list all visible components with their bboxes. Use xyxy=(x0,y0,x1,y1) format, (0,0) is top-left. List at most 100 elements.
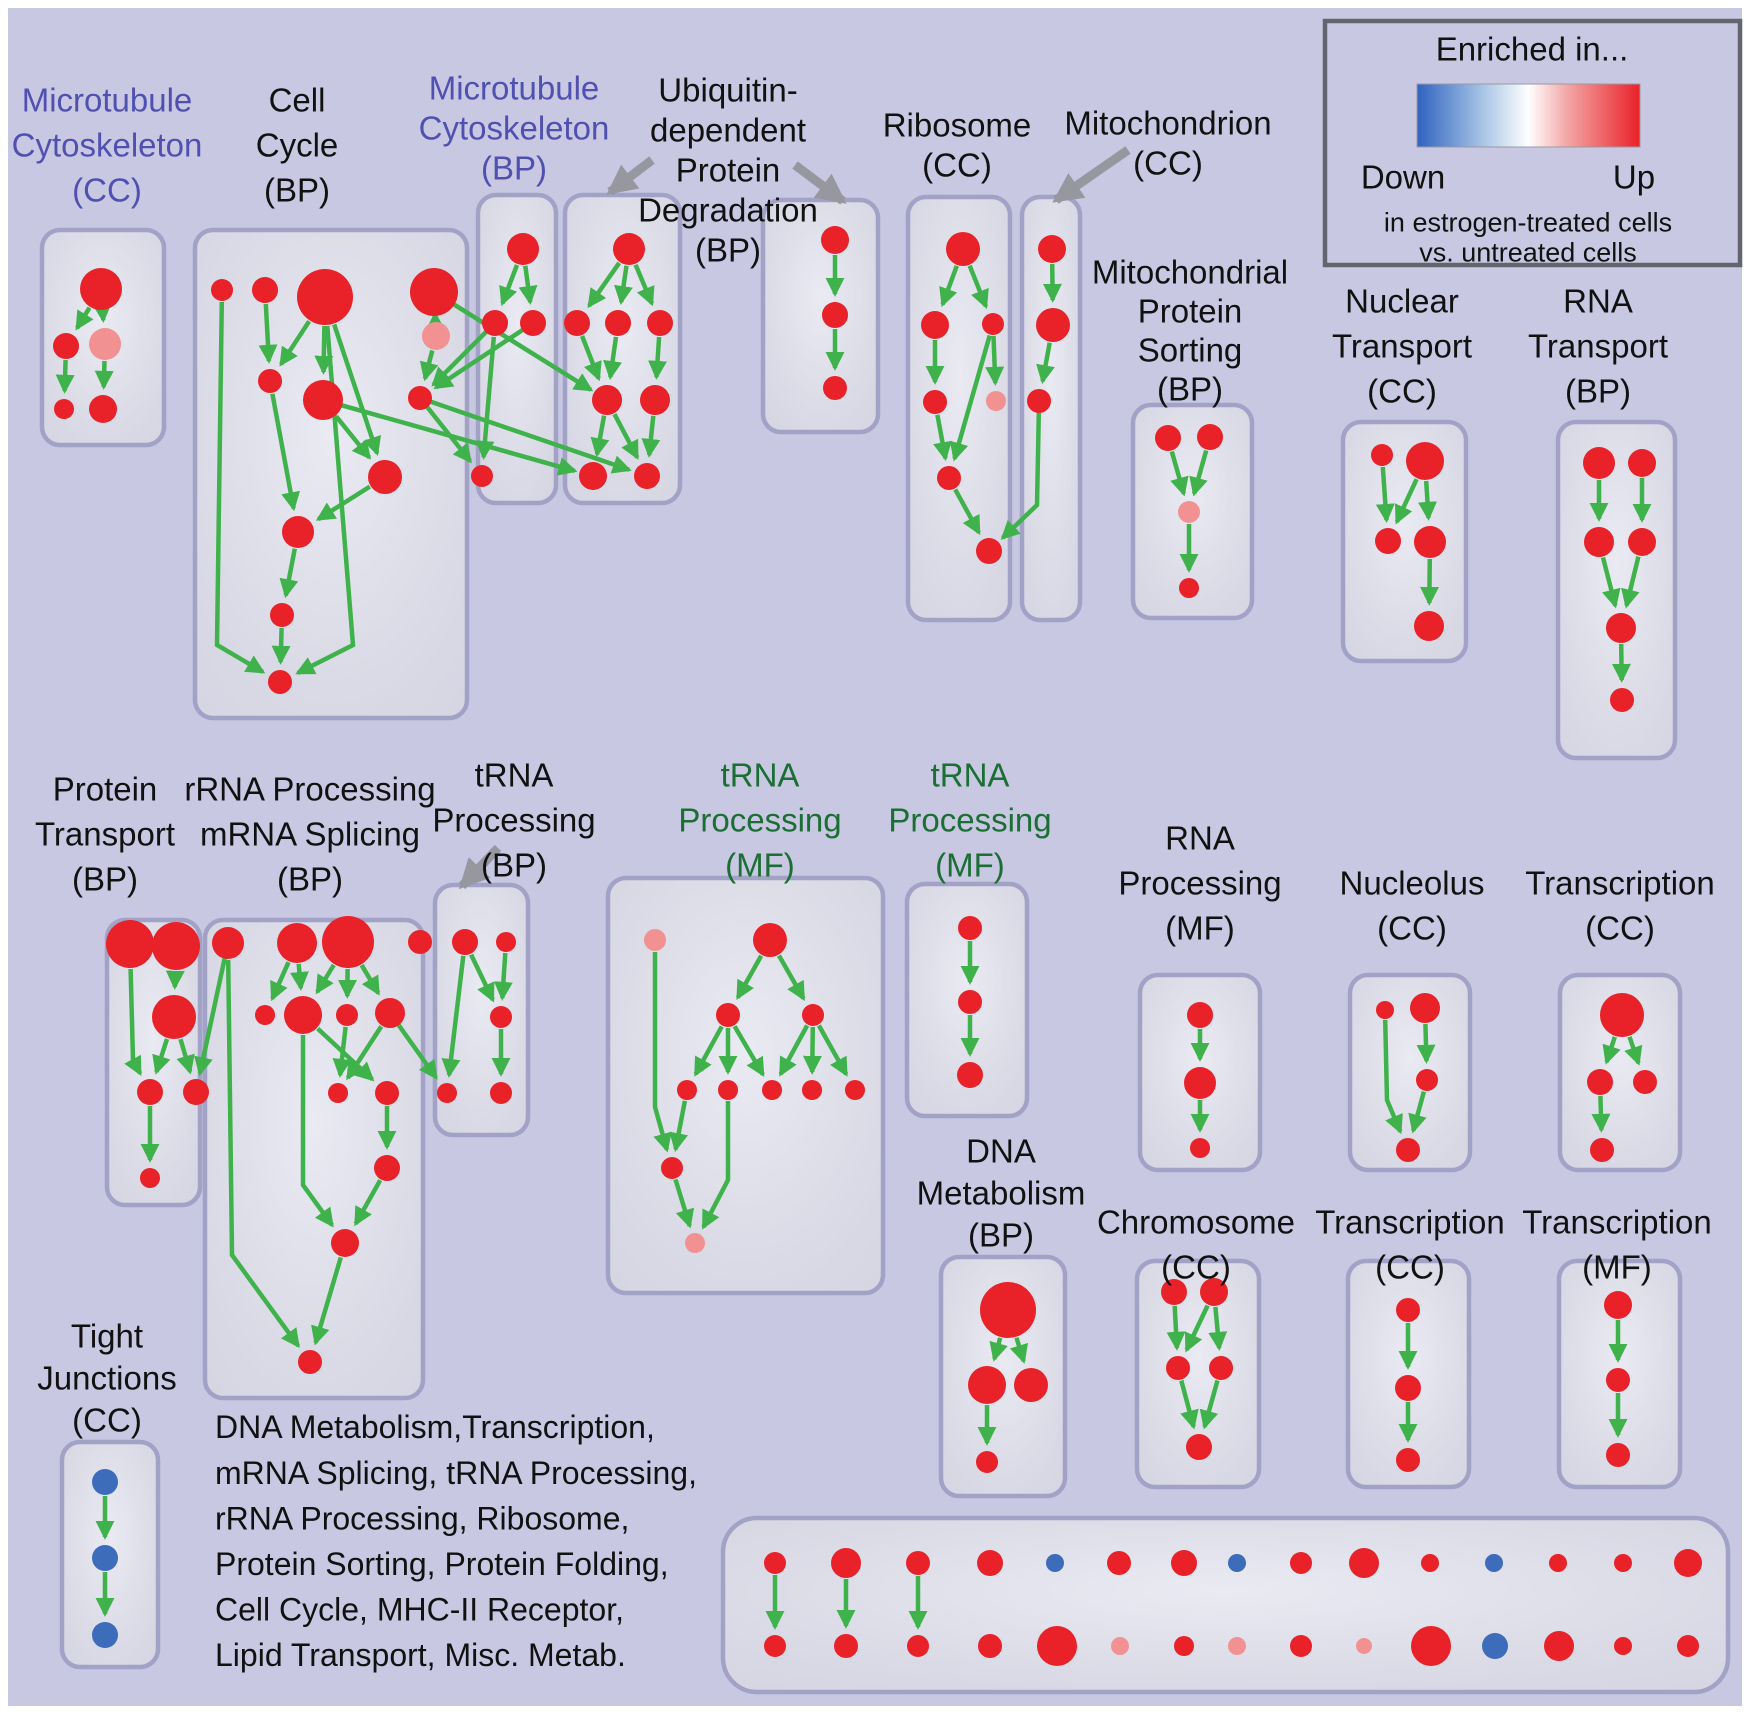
go-term-node xyxy=(661,1157,683,1179)
go-term-node xyxy=(1395,1375,1421,1401)
enrichment-edge-arrow xyxy=(612,413,640,460)
go-term-node xyxy=(980,1282,1036,1338)
enrichment-edge-arrow xyxy=(1208,1306,1228,1351)
mixed-cluster-caption-line: Lipid Transport, Misc. Metab. xyxy=(215,1637,626,1673)
cluster-label-line: Cytoskeleton xyxy=(12,127,203,164)
enrichment-edge-arrow xyxy=(939,265,959,308)
cluster-label-line: Cytoskeleton xyxy=(419,110,610,147)
go-term-node xyxy=(592,385,622,415)
go-term-node xyxy=(1174,1636,1194,1656)
go-term-node xyxy=(685,1233,705,1253)
cluster-label-line: (MF) xyxy=(935,847,1005,884)
cluster-label-line: Ubiquitin- xyxy=(658,72,797,109)
go-term-node xyxy=(978,1634,1002,1658)
enrichment-edge-arrow xyxy=(124,968,143,1077)
go-term-node xyxy=(1187,1002,1213,1028)
enrichment-edge-arrow xyxy=(669,1100,688,1153)
go-term-node xyxy=(255,1005,275,1025)
enrichment-edge-arrow xyxy=(493,952,513,1001)
enrichment-edge-arrow xyxy=(295,325,356,676)
legend-gradient-bar xyxy=(1416,83,1641,148)
go-term-node xyxy=(1583,447,1615,479)
go-term-node xyxy=(1628,528,1656,556)
enrichment-edge-arrow xyxy=(1169,450,1189,497)
enrichment-edge-arrow xyxy=(1036,342,1055,385)
go-term-node xyxy=(1375,528,1401,554)
go-term-node xyxy=(968,1366,1006,1404)
enrichment-edge-arrow xyxy=(1419,558,1439,606)
cluster-label-line: (CC) xyxy=(72,1402,142,1439)
go-term-node xyxy=(1485,1554,1503,1572)
enrichment-edge-arrow xyxy=(92,303,112,323)
enrichment-edge-arrow xyxy=(587,261,622,309)
enrichment-edge-arrow xyxy=(315,963,336,995)
go-term-node xyxy=(1416,1069,1438,1091)
cluster-label-line: Transcription xyxy=(1525,865,1715,902)
mitochondrion-label-arrow xyxy=(1052,146,1131,204)
enrichment-edge-arrow xyxy=(949,334,992,462)
cluster-label-line: (CC) xyxy=(1375,1249,1445,1286)
go-term-node xyxy=(564,310,590,336)
go-term-node xyxy=(408,386,432,410)
go-term-node xyxy=(1155,425,1181,451)
enrichment-edge-arrow xyxy=(353,1179,383,1227)
go-term-node xyxy=(845,1080,865,1100)
go-term-node xyxy=(490,1006,512,1028)
go-term-node xyxy=(1178,501,1200,523)
go-term-node xyxy=(1606,613,1636,643)
go-term-node xyxy=(137,1079,163,1105)
cluster-label-line: (CC) xyxy=(1367,373,1437,410)
cluster-box-mixed-functions-strip xyxy=(720,1515,1731,1695)
go-term-node xyxy=(452,929,478,955)
go-term-node xyxy=(1606,1368,1630,1392)
enrichment-edge-arrow xyxy=(176,1038,195,1075)
cluster-label-line: Ribosome xyxy=(883,107,1032,144)
edges-layer xyxy=(55,255,1652,1630)
cluster-label-line: Degradation xyxy=(638,192,818,229)
enrichment-edge-arrow xyxy=(518,265,538,306)
cluster-label-line: (CC) xyxy=(72,172,142,209)
enrichment-edge-arrow xyxy=(802,1026,822,1075)
go-term-node xyxy=(1356,1638,1372,1654)
enrichment-edge-arrow xyxy=(1611,643,1631,683)
cluster-label-line: tRNA xyxy=(721,757,800,794)
enrichment-edge-arrow xyxy=(469,953,495,1003)
enrichment-edge-arrow xyxy=(641,415,661,458)
cluster-label-line: Protein xyxy=(676,152,781,189)
go-term-node xyxy=(764,1552,786,1574)
go-term-node xyxy=(212,927,244,959)
go-term-node xyxy=(907,1635,929,1657)
go-term-node xyxy=(834,1634,858,1658)
go-term-node xyxy=(1482,1633,1508,1659)
cluster-box-ubiquitin-degradation-box-2 xyxy=(760,197,881,435)
enrichment-edge-arrow xyxy=(270,393,301,512)
go-term-node xyxy=(1677,1635,1699,1657)
cluster-label-line: (MF) xyxy=(1582,1249,1652,1286)
go-term-node xyxy=(1614,1637,1632,1655)
go-term-node xyxy=(1549,1554,1567,1572)
go-term-node xyxy=(490,1082,512,1104)
enrichment-edge-arrow xyxy=(580,335,602,382)
enrichment-edge-arrow xyxy=(271,627,291,665)
cross-cluster-edge-arrow xyxy=(1000,407,1042,540)
enrichment-edge-arrow xyxy=(334,414,372,460)
cluster-label-line: (BP) xyxy=(264,172,330,209)
enrichment-edge-arrow xyxy=(1042,263,1062,303)
legend-up-label: Up xyxy=(1613,159,1655,196)
go-term-node xyxy=(802,1004,824,1026)
go-term-node xyxy=(802,1080,822,1100)
go-term-node xyxy=(1171,1550,1197,1576)
go-term-node xyxy=(906,1551,930,1575)
enrichment-edge-arrow xyxy=(701,1101,731,1230)
go-term-node xyxy=(958,990,982,1014)
enrichment-edge-arrow xyxy=(1416,1023,1436,1064)
go-term-node xyxy=(1209,1356,1233,1380)
enrichment-edge-arrow xyxy=(1591,1095,1611,1133)
go-term-node xyxy=(1587,1069,1613,1095)
cluster-label-line: mRNA Splicing xyxy=(200,816,420,853)
enrichment-edge-arrow xyxy=(311,1256,343,1346)
enrichment-edge-arrow xyxy=(314,325,334,375)
cluster-label-line: Chromosome xyxy=(1097,1204,1295,1241)
cluster-label-line: (BP) xyxy=(481,847,547,884)
enrichment-edge-arrow xyxy=(1418,480,1437,521)
